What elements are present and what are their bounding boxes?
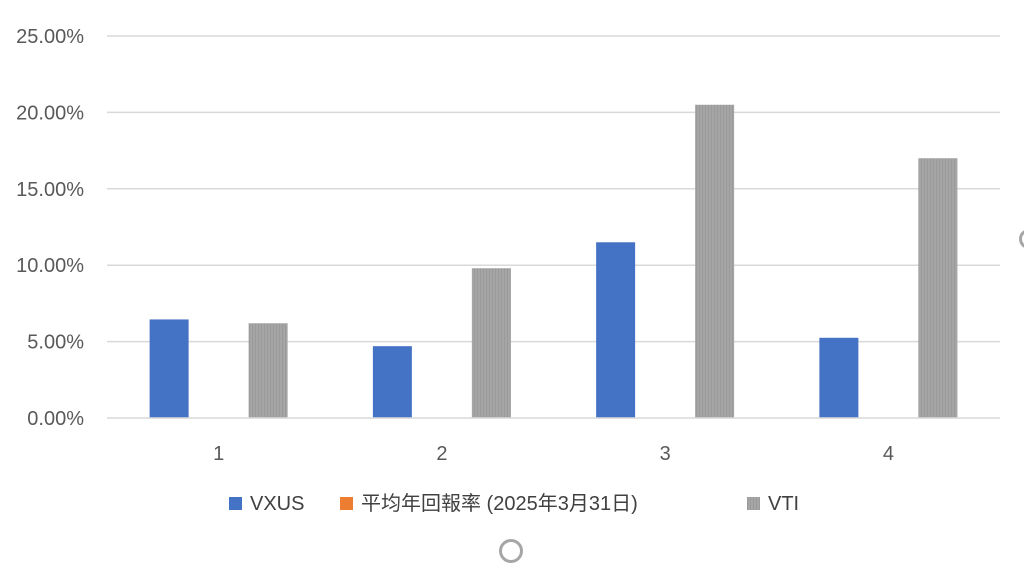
legend-swatch [340,497,353,510]
legend-swatch [747,497,760,510]
legend: VXUS 平均年回報率 (2025年3月31日) VTI [229,492,799,515]
y-axis-ticks: 0.00% 5.00% 10.00% 15.00% 20.00% 25.00% [16,26,84,430]
x-axis-ticks: 1 2 3 4 [213,443,894,465]
y-tick-label: 0.00% [27,408,84,430]
x-tick-label: 4 [883,443,894,465]
bar-vti-1 [248,323,288,418]
gridlines [107,35,1000,343]
bar-vti-4 [918,158,958,419]
legend-label: 平均年回報率 (2025年3月31日) [361,492,638,515]
bar-vxus-2 [372,346,412,418]
y-tick-label: 15.00% [16,179,84,201]
legend-label: VTI [768,493,799,515]
y-tick-label: 25.00% [16,26,84,48]
y-tick-label: 20.00% [16,102,84,124]
legend-swatch [229,497,242,510]
y-tick-label: 10.00% [16,255,84,277]
legend-label: VXUS [250,493,304,515]
bar-vti-2 [471,268,511,418]
bar-vti-3 [695,104,735,418]
x-tick-label: 2 [436,443,447,465]
bar-vxus-1 [149,319,189,418]
y-tick-label: 5.00% [27,332,84,354]
resize-handle-bottom-icon[interactable] [499,539,523,563]
bar-vxus-4 [819,337,859,418]
bars [149,104,958,419]
x-tick-label: 3 [660,443,671,465]
x-tick-label: 1 [213,443,224,465]
bar-vxus-3 [596,242,636,418]
